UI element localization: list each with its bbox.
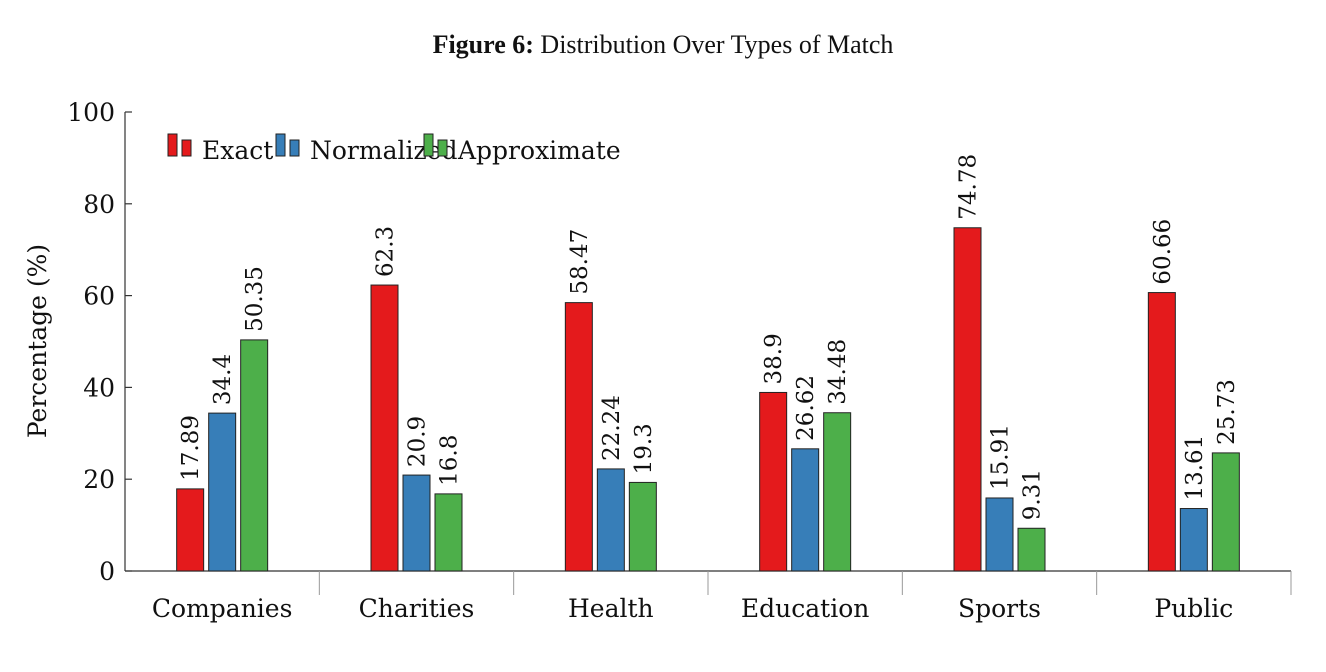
data-label: 38.9 (761, 333, 787, 384)
y-tick-label: 80 (83, 190, 115, 219)
data-label: 74.78 (956, 154, 982, 220)
y-tick-label: 0 (99, 557, 115, 586)
bar-exact (953, 227, 982, 572)
legend-item-approximate: Approximate (423, 133, 621, 165)
bar-approximate (628, 481, 657, 572)
bar-normalized (596, 468, 625, 572)
x-tick-label: Public (1154, 594, 1233, 623)
legend-swatch (289, 139, 300, 157)
data-label: 25.73 (1214, 379, 1240, 445)
legend-swatch (167, 133, 178, 157)
bar-exact (564, 302, 593, 572)
data-label: 9.31 (1020, 469, 1046, 520)
figure-title: Figure 6: Distribution Over Types of Mat… (0, 30, 1326, 60)
bar-approximate (1017, 527, 1046, 572)
x-tick-label: Education (741, 594, 869, 623)
bar-normalized (791, 448, 820, 572)
figure-label: Figure 6: (432, 30, 534, 59)
y-tick-label: 40 (83, 373, 115, 402)
bar-exact (759, 391, 788, 572)
x-tick-label: Companies (152, 594, 293, 623)
data-label: 16.8 (437, 435, 463, 486)
x-tick-label: Health (568, 594, 654, 623)
y-axis-label: Percentage (%) (23, 244, 52, 438)
y-tick-label: 60 (83, 282, 115, 311)
data-label: 20.9 (405, 416, 431, 467)
figure-caption: Distribution Over Types of Match (540, 30, 894, 59)
bar-approximate (823, 412, 852, 572)
x-axis: Companies Charities Health Education Sports P… (125, 570, 1292, 623)
bars (176, 227, 1240, 572)
legend-label: Exact (202, 136, 273, 165)
bar-normalized (208, 412, 237, 572)
legend-swatch (423, 133, 434, 157)
legend-label: Normalized (310, 136, 457, 165)
data-label: 26.62 (793, 375, 819, 441)
data-label: 60.66 (1150, 219, 1176, 285)
data-label: 50.35 (242, 266, 268, 332)
data-label: 19.3 (631, 423, 657, 474)
y-axis: 0 20 40 60 80 100 (67, 98, 132, 586)
bar-normalized (402, 474, 431, 572)
data-label: 62.3 (373, 226, 399, 277)
data-label: 15.91 (988, 424, 1014, 490)
x-tick-label: Charities (359, 594, 475, 623)
x-tick-label: Sports (958, 594, 1041, 623)
data-label: 22.24 (599, 395, 625, 461)
data-label: 13.61 (1182, 435, 1208, 501)
legend-item-exact: Exact (167, 133, 273, 165)
legend: Exact Normalized Approximate (167, 133, 621, 165)
data-label: 58.47 (567, 229, 593, 295)
legend-swatch (437, 139, 448, 157)
bar-approximate (240, 339, 269, 572)
data-label: 34.4 (210, 354, 236, 405)
bar-approximate (1211, 452, 1240, 572)
bar-exact (176, 488, 205, 572)
data-label: 17.89 (178, 415, 204, 481)
bar-normalized (985, 497, 1014, 572)
bar-normalized (1179, 508, 1208, 572)
y-tick-label: 100 (67, 98, 115, 127)
legend-swatch (275, 133, 286, 157)
legend-swatch (181, 139, 192, 157)
bar-exact (370, 284, 399, 572)
legend-item-normalized: Normalized (275, 133, 457, 165)
legend-label: Approximate (457, 136, 621, 165)
data-label: 34.48 (825, 339, 851, 405)
bar-exact (1147, 292, 1176, 572)
bar-approximate (434, 493, 463, 572)
y-tick-label: 20 (83, 465, 115, 494)
